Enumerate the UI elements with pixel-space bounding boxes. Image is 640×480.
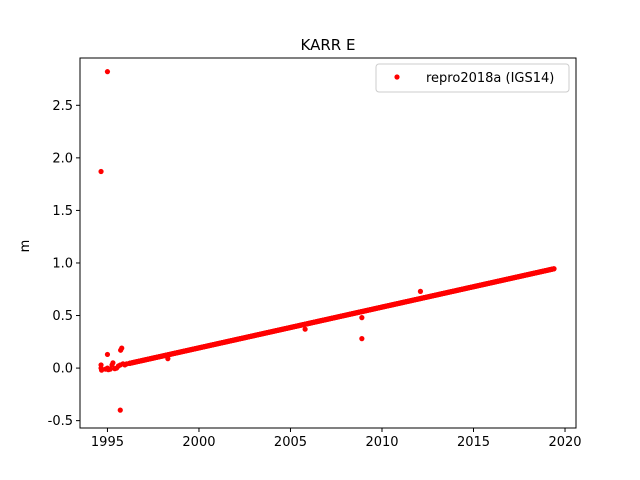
legend-label: repro2018a (IGS14) xyxy=(426,71,554,86)
y-tick-label: -0.5 xyxy=(48,414,73,429)
outlier-point xyxy=(302,326,308,332)
x-tick-label: 2020 xyxy=(548,435,581,450)
outlier-point xyxy=(165,356,171,362)
data-points xyxy=(98,69,557,413)
chart-title: KARR E xyxy=(301,36,356,54)
outlier-point xyxy=(119,345,125,351)
y-tick-label: 1.5 xyxy=(52,204,73,219)
data-point xyxy=(99,367,105,373)
outlier-point xyxy=(417,288,424,294)
outlier-point xyxy=(117,407,123,413)
data-point xyxy=(124,361,130,367)
x-tick-label: 1995 xyxy=(91,435,124,450)
x-tick-label: 2000 xyxy=(182,435,215,450)
y-tick-label: 0.5 xyxy=(52,309,73,324)
legend-box xyxy=(375,63,570,93)
y-tick-label: 2.0 xyxy=(52,151,73,166)
data-point xyxy=(98,362,104,368)
outlier-point xyxy=(359,315,365,321)
y-axis-label: m xyxy=(18,240,33,253)
outlier-point xyxy=(98,168,104,175)
data-point xyxy=(107,366,113,372)
axis-ticks: 1995 2000 2005 2010 2015 2020 -0.5 0.0 0.5 1.0 1.5… xyxy=(48,99,582,450)
outlier-point xyxy=(359,336,365,342)
outlier-point xyxy=(104,351,111,358)
legend: repro2018a (IGS14) xyxy=(375,63,570,93)
data-point xyxy=(110,360,116,366)
data-point xyxy=(551,266,557,272)
y-tick-label: 1.0 xyxy=(52,256,73,271)
x-tick-label: 2015 xyxy=(457,435,490,450)
legend-marker xyxy=(394,74,400,80)
axes-frame xyxy=(79,57,577,429)
y-tick-label: 0.0 xyxy=(52,362,73,377)
x-tick-label: 2010 xyxy=(365,435,398,450)
x-tick-label: 2005 xyxy=(274,435,307,450)
y-tick-label: 2.5 xyxy=(52,99,73,114)
outlier-point xyxy=(104,69,111,75)
